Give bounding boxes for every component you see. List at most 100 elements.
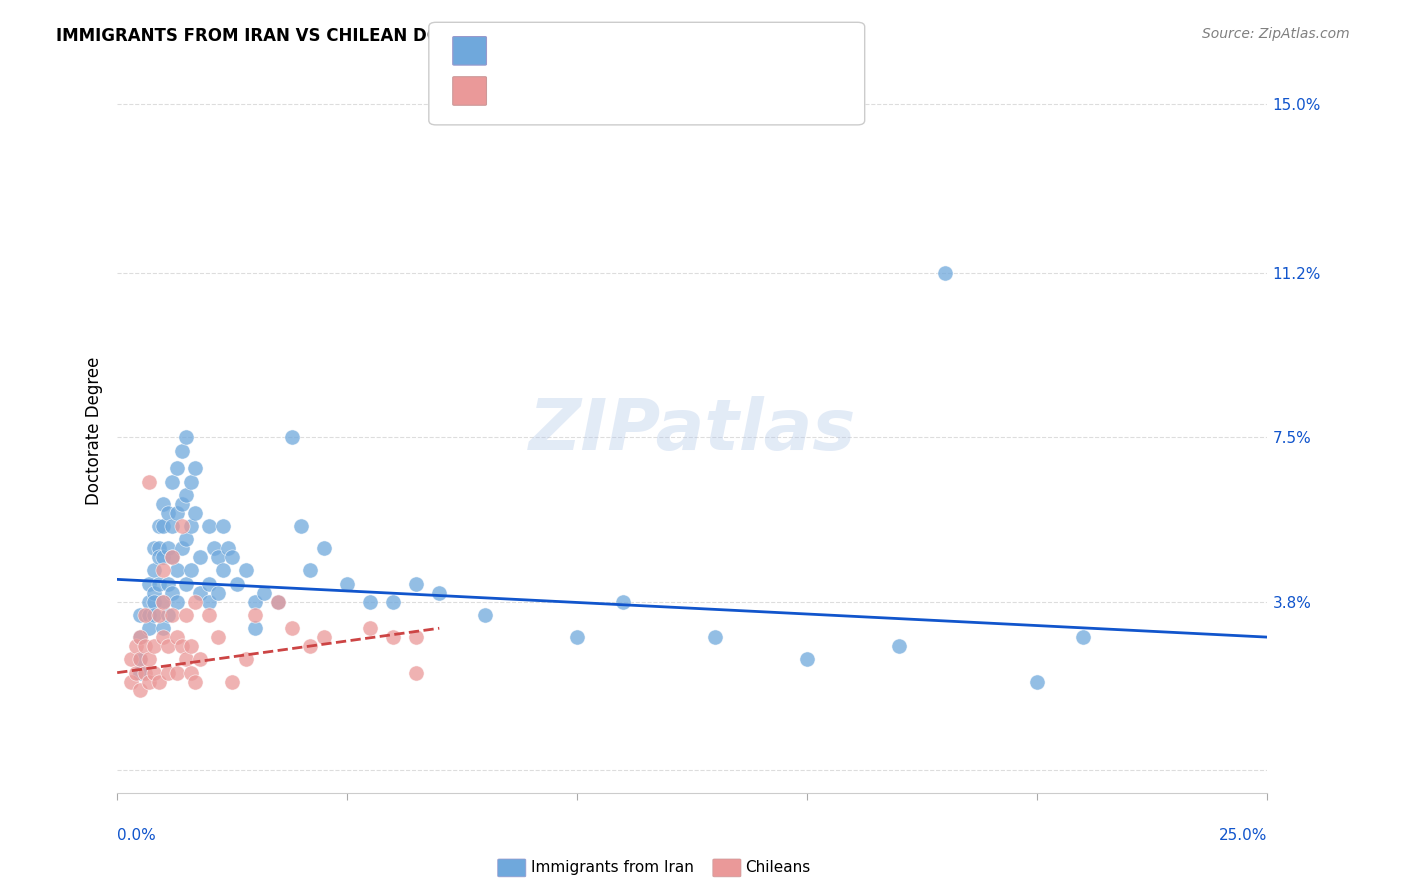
Point	[235, 564, 257, 578]
Point	[170, 497, 193, 511]
Text: Chileans: Chileans	[745, 861, 810, 875]
Point	[1073, 630, 1095, 644]
Point	[212, 564, 235, 578]
Point	[184, 674, 207, 689]
Point	[174, 652, 197, 666]
Point	[184, 461, 207, 475]
Point	[198, 607, 221, 622]
Point	[314, 541, 336, 556]
Point	[134, 639, 156, 653]
Point	[180, 639, 202, 653]
Point	[120, 652, 142, 666]
Text: 25.0%: 25.0%	[1219, 828, 1267, 843]
Point	[148, 577, 170, 591]
Point	[184, 594, 207, 608]
Point	[166, 594, 188, 608]
Text: -0.140: -0.140	[548, 42, 607, 60]
Point	[184, 506, 207, 520]
Point	[124, 665, 146, 680]
Point	[235, 652, 257, 666]
Point	[188, 652, 211, 666]
Point	[180, 564, 202, 578]
Point	[198, 519, 221, 533]
Point	[138, 594, 160, 608]
Point	[889, 639, 911, 653]
Point	[198, 594, 221, 608]
Point	[174, 430, 197, 444]
Point	[152, 564, 174, 578]
Point	[162, 519, 184, 533]
Point	[225, 577, 247, 591]
Point	[156, 577, 179, 591]
Point	[152, 519, 174, 533]
Point	[382, 630, 405, 644]
Point	[156, 541, 179, 556]
Y-axis label: Doctorate Degree: Doctorate Degree	[86, 357, 103, 505]
Point	[170, 639, 193, 653]
Point	[427, 585, 450, 599]
Point	[156, 607, 179, 622]
Text: R =: R =	[495, 42, 534, 60]
Point	[221, 674, 243, 689]
Point	[152, 630, 174, 644]
Text: N =: N =	[644, 82, 683, 100]
Point	[180, 665, 202, 680]
Point	[267, 594, 290, 608]
Point	[166, 564, 188, 578]
Point	[188, 585, 211, 599]
Point	[382, 594, 405, 608]
Point	[138, 652, 160, 666]
Point	[138, 621, 160, 635]
Point	[180, 519, 202, 533]
Text: 0.107: 0.107	[548, 82, 600, 100]
Point	[796, 652, 818, 666]
Point	[152, 594, 174, 608]
Point	[143, 665, 166, 680]
Text: 0.0%: 0.0%	[117, 828, 156, 843]
Point	[134, 607, 156, 622]
Text: N =: N =	[644, 42, 683, 60]
Point	[934, 266, 956, 280]
Point	[359, 621, 381, 635]
Point	[156, 639, 179, 653]
Point	[174, 607, 197, 622]
Point	[174, 533, 197, 547]
Point	[138, 577, 160, 591]
Text: ZIPatlas: ZIPatlas	[529, 396, 856, 465]
Point	[162, 475, 184, 489]
Point	[162, 550, 184, 565]
Point	[129, 607, 152, 622]
Point	[474, 607, 496, 622]
Point	[217, 541, 239, 556]
Point	[405, 630, 427, 644]
Point	[138, 674, 160, 689]
Point	[612, 594, 634, 608]
Point	[221, 550, 243, 565]
Point	[174, 577, 197, 591]
Point	[143, 594, 166, 608]
Point	[567, 630, 589, 644]
Point	[156, 506, 179, 520]
Point	[166, 630, 188, 644]
Point	[1026, 674, 1049, 689]
Point	[143, 541, 166, 556]
Point	[148, 674, 170, 689]
Point	[162, 585, 184, 599]
Point	[207, 550, 229, 565]
Point	[124, 639, 146, 653]
Point	[174, 488, 197, 502]
Point	[299, 564, 322, 578]
Point	[245, 621, 267, 635]
Point	[405, 665, 427, 680]
Point	[170, 443, 193, 458]
Point	[212, 519, 235, 533]
Point	[148, 550, 170, 565]
Point	[281, 621, 304, 635]
Point	[166, 461, 188, 475]
Point	[267, 594, 290, 608]
Point	[170, 519, 193, 533]
Text: 82: 82	[697, 42, 720, 60]
Point	[314, 630, 336, 644]
Point	[138, 475, 160, 489]
Point	[290, 519, 312, 533]
